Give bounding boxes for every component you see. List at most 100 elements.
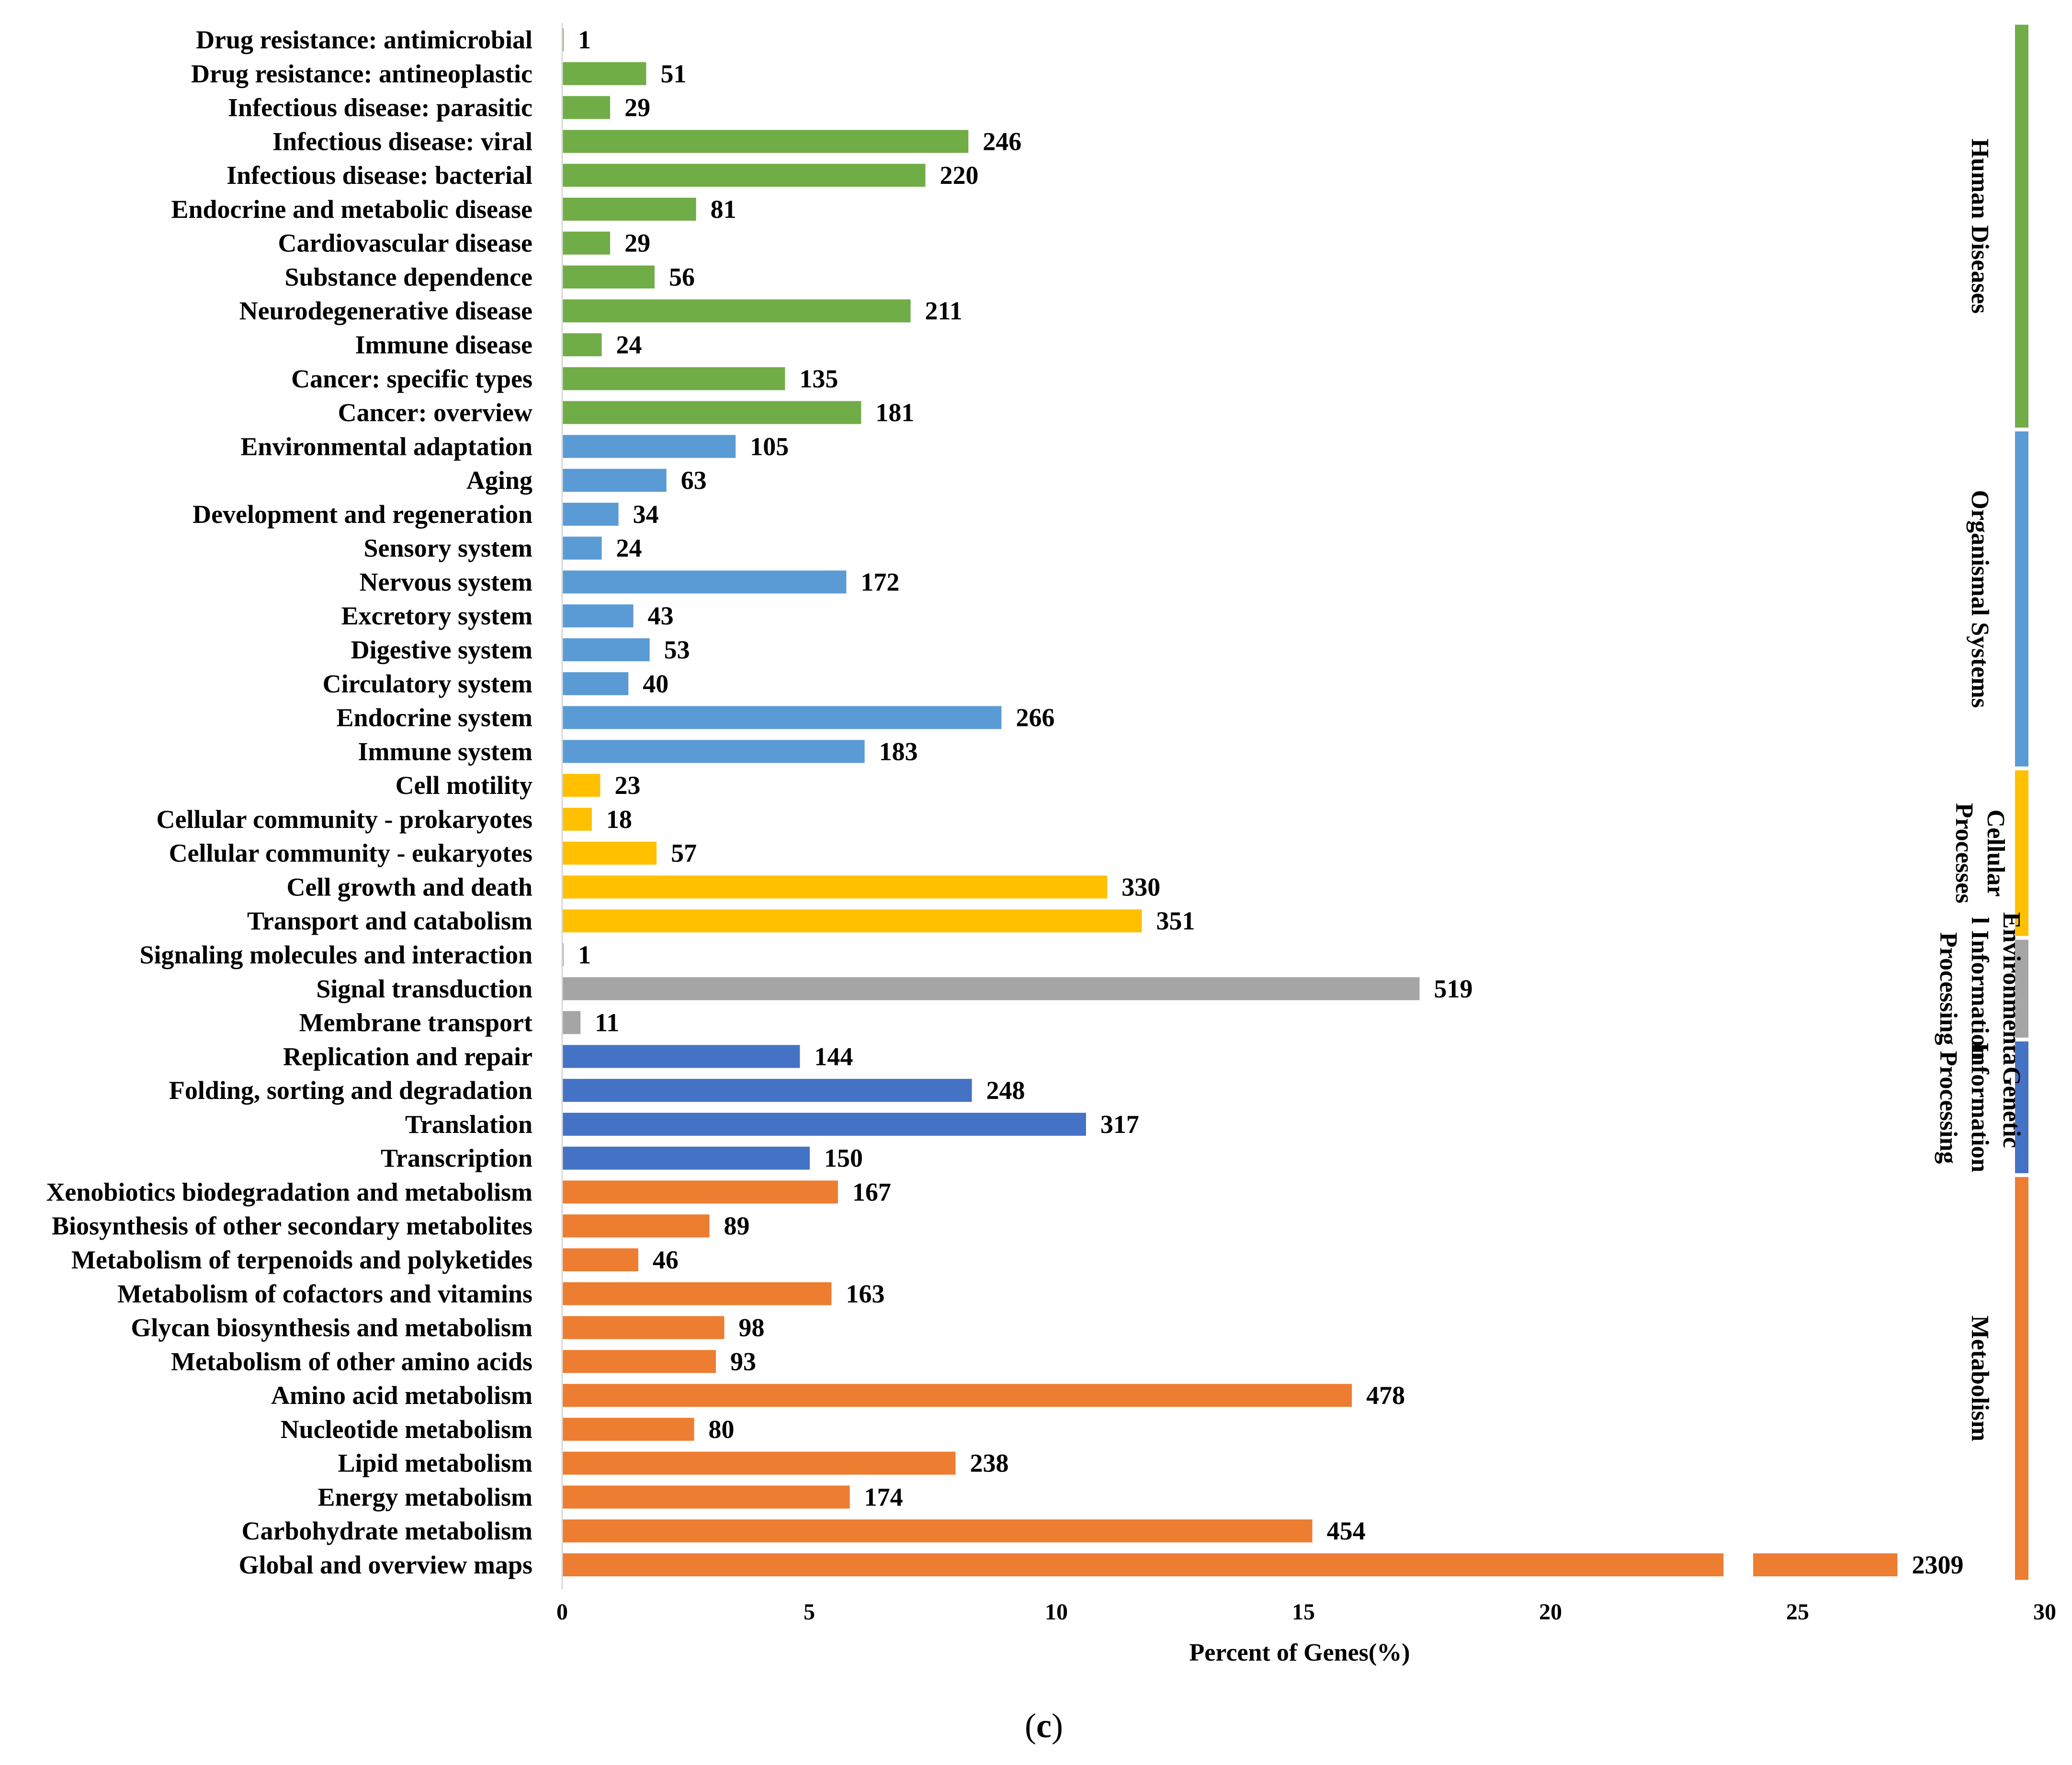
group-label: l Information <box>1966 917 1993 1060</box>
bar <box>562 536 602 560</box>
category-label: Carbohydrate metabolism <box>242 1516 532 1545</box>
group-label: Information <box>1966 1042 1993 1173</box>
group-bracket <box>2015 1041 2028 1174</box>
value-label: 246 <box>983 127 1021 156</box>
value-label: 150 <box>824 1144 863 1173</box>
category-label: Immune disease <box>355 330 532 359</box>
category-labels: Drug resistance: antimicrobial Drug resis… <box>46 25 532 1579</box>
bar <box>562 333 602 356</box>
value-label: 89 <box>724 1211 750 1240</box>
value-label: 51 <box>660 59 686 88</box>
bar <box>562 1180 838 1204</box>
bar <box>562 943 564 966</box>
value-label: 144 <box>814 1042 853 1071</box>
bar <box>562 1451 956 1475</box>
bar <box>562 1350 716 1373</box>
bar <box>562 130 969 153</box>
bar <box>562 28 564 51</box>
value-label: 454 <box>1327 1516 1366 1545</box>
panel-label-letter: c <box>1036 1707 1052 1745</box>
category-label: Infectious disease: parasitic <box>228 93 532 122</box>
bar <box>562 299 911 323</box>
group-label: Processing <box>1935 1051 1962 1164</box>
value-label: 174 <box>864 1482 903 1511</box>
category-label: Drug resistance: antineoplastic <box>191 59 532 88</box>
value-label: 519 <box>1434 974 1473 1003</box>
category-label: Glycan biosynthesis and metabolism <box>131 1313 532 1342</box>
bar <box>562 164 926 187</box>
group-label: Metabolism <box>1966 1315 1993 1441</box>
bar <box>562 774 600 797</box>
value-label: 24 <box>616 534 642 563</box>
category-label: Metabolism of other amino acids <box>171 1347 532 1376</box>
bar <box>562 1282 832 1305</box>
category-label: Signaling molecules and interaction <box>139 940 532 969</box>
value-label: 63 <box>681 466 707 495</box>
category-label: Nucleotide metabolism <box>281 1415 532 1444</box>
category-label: Translation <box>405 1110 532 1139</box>
bar <box>562 706 1002 729</box>
bar <box>562 96 611 119</box>
category-label: Biosynthesis of other secondary metaboli… <box>52 1211 532 1240</box>
bar <box>562 638 650 661</box>
x-axis-title: Percent of Genes(%) <box>1189 1639 1410 1666</box>
bars-layer <box>562 28 1898 1576</box>
bar <box>562 1214 710 1238</box>
bar <box>562 570 847 594</box>
group-label: Processing <box>1935 932 1962 1045</box>
x-tick-label: 15 <box>1292 1599 1315 1625</box>
bar <box>562 1316 725 1339</box>
category-label: Signal transduction <box>316 974 532 1003</box>
x-tick-label: 25 <box>1786 1599 1809 1625</box>
value-label: 34 <box>633 500 659 529</box>
value-labels: 1512924622081295621124135181105633424172… <box>578 25 1963 1579</box>
x-tick-label: 5 <box>804 1599 815 1625</box>
x-axis: 0 5 10 15 20 25 30 <box>556 23 2056 1625</box>
value-label: 57 <box>671 839 697 868</box>
category-label: Cell growth and death <box>286 872 532 901</box>
category-label: Amino acid metabolism <box>271 1381 532 1410</box>
value-label: 81 <box>711 195 736 224</box>
value-label: 266 <box>1016 703 1054 732</box>
bar <box>562 1384 1352 1407</box>
category-label: Cellular community - eukaryotes <box>169 839 532 868</box>
category-label: Excretory system <box>341 601 532 630</box>
bar <box>562 367 785 390</box>
bar <box>562 1417 694 1441</box>
value-label: 93 <box>730 1347 756 1376</box>
group-bracket <box>2015 431 2028 767</box>
category-label: Xenobiotics biodegradation and metabolis… <box>46 1177 532 1206</box>
bar <box>562 1011 581 1034</box>
value-label: 220 <box>940 161 979 190</box>
category-label: Cellular community - prokaryotes <box>157 805 532 834</box>
bar <box>562 469 667 492</box>
value-label: 2309 <box>1912 1550 1963 1579</box>
value-label: 40 <box>643 669 668 698</box>
value-label: 46 <box>653 1245 679 1274</box>
value-label: 248 <box>986 1076 1025 1105</box>
category-label: Global and overview maps <box>238 1550 532 1579</box>
value-label: 351 <box>1156 906 1195 935</box>
value-label: 478 <box>1366 1381 1405 1410</box>
value-label: 24 <box>616 330 642 359</box>
category-label: Cancer: specific types <box>291 364 532 393</box>
category-label: Immune system <box>358 737 532 766</box>
panel-label-close: ) <box>1052 1707 1063 1745</box>
bar <box>562 1045 800 1068</box>
value-label: 53 <box>664 635 690 664</box>
value-label: 238 <box>970 1449 1008 1478</box>
bar <box>562 231 611 255</box>
bar <box>562 62 646 85</box>
group-bracket <box>2015 24 2028 428</box>
group-bracket <box>2015 939 2028 1038</box>
category-label: Substance dependence <box>284 262 532 291</box>
bar <box>562 807 592 831</box>
value-label: 105 <box>750 432 789 461</box>
value-label: 135 <box>799 364 838 393</box>
bar <box>562 502 619 526</box>
value-label: 163 <box>846 1279 884 1308</box>
group-label: Organismal Systems <box>1966 490 1993 708</box>
value-label: 29 <box>624 229 650 258</box>
bar <box>562 909 1142 933</box>
category-label: Nervous system <box>360 567 532 596</box>
